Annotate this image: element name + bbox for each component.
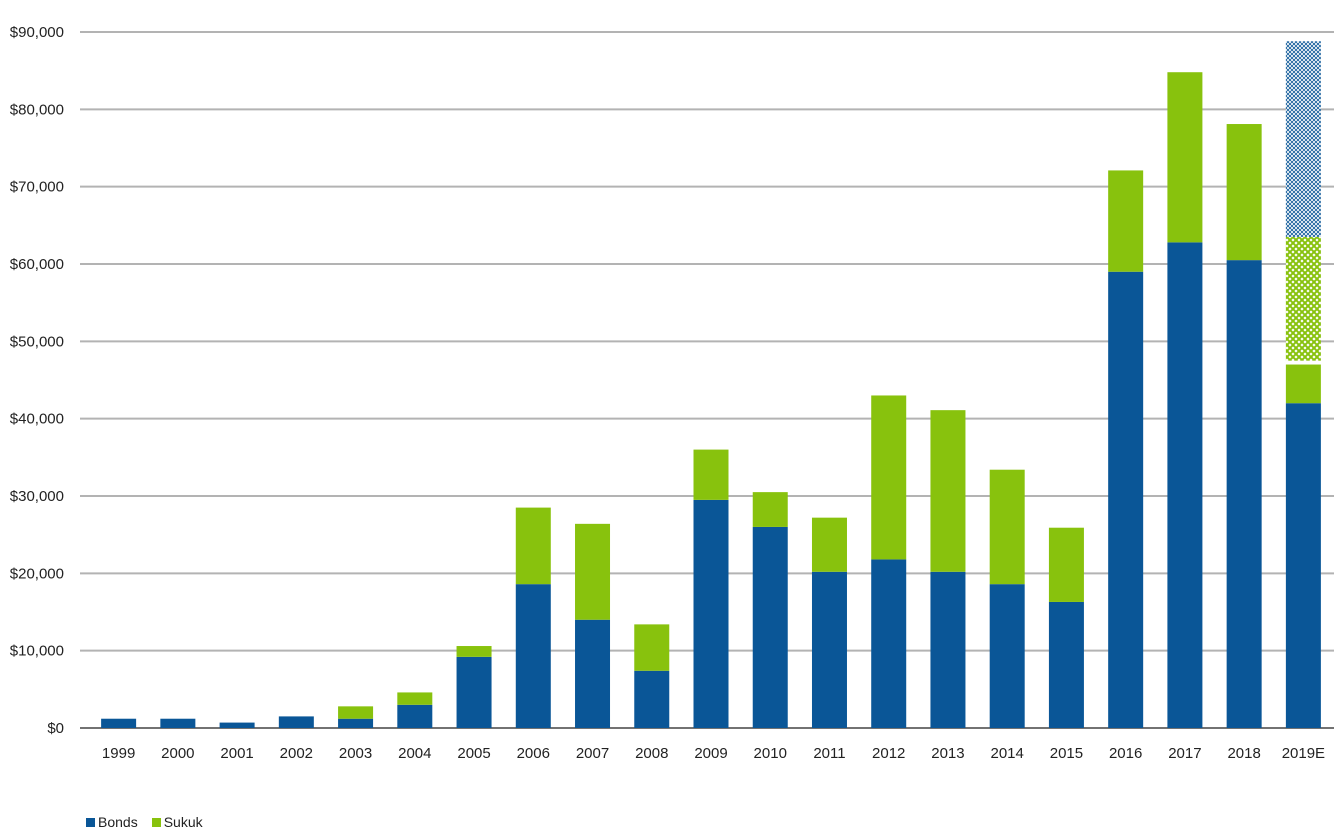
bar-bonds [160,718,196,728]
y-axis-tick-labels: $0 $10,000 $20,000 $30,000 $40,000 $50,000 $60… [10,24,64,737]
bar-bonds [1226,260,1262,728]
y-tick-label: $50,000 [10,333,64,350]
bar-bonds [871,559,907,728]
x-tick-label: 1999 [102,745,135,762]
y-tick-label: $70,000 [10,179,64,196]
x-tick-label: 2019E [1282,745,1325,762]
legend-label-sukuk: Sukuk [163,814,203,830]
legend-swatch-sukuk [151,817,161,827]
bar-bonds [752,526,788,728]
x-tick-label: 2001 [220,745,253,762]
bar-sukuk [1285,364,1321,404]
bar-sukuk [575,523,611,620]
bar-sukuk [693,449,729,500]
bar-bonds [634,670,670,728]
bar-bonds [515,584,551,728]
bar-bonds [575,619,611,728]
bar-bonds [397,704,433,728]
bar-sukuk [811,517,847,572]
legend-item-sukuk: Sukuk [151,814,203,830]
bar-sukuk [1167,72,1203,243]
bar-sukuk [338,706,374,719]
x-tick-label: 2003 [339,745,372,762]
bar-sukuk [930,410,966,572]
x-tick-label: 2009 [694,745,727,762]
bar-sukuk [634,624,670,671]
x-tick-label: 2014 [991,745,1024,762]
bar-sukuk [1048,527,1084,602]
bar-sukuk [397,692,433,705]
legend-swatch-bonds [86,817,95,827]
bar-bonds [456,656,492,728]
x-tick-label: 2013 [931,745,964,762]
x-tick-label: 2006 [517,745,550,762]
bar-bonds [1167,242,1203,728]
bar-sukuk [1226,124,1262,261]
bar-bonds [693,499,729,728]
y-tick-label: $20,000 [10,565,64,582]
gridlines [80,31,1334,729]
bar-bonds [989,584,1025,728]
bar-sukuk [989,469,1025,585]
y-tick-label: $90,000 [10,24,64,41]
bar-bonds [1108,271,1144,728]
bar-bonds [101,718,137,728]
x-tick-label: 2005 [457,745,490,762]
x-tick-label: 2008 [635,745,668,762]
bar-bonds [1048,601,1084,728]
x-tick-label: 2011 [813,745,845,762]
bar-bonds [338,718,374,728]
x-tick-label: 2000 [161,745,194,762]
bar-bonds [811,571,847,728]
bar-sukuk [1108,170,1144,272]
x-tick-label: 2007 [576,745,609,762]
bar-bonds [930,571,966,728]
bar-sukuk [871,395,907,560]
x-tick-label: 2012 [872,745,905,762]
bar-sukuk [515,507,551,585]
y-tick-label: $60,000 [10,256,64,273]
y-tick-label: $10,000 [10,643,64,660]
x-tick-label: 2010 [754,745,787,762]
x-tick-label: 2018 [1227,745,1260,762]
x-tick-label: 2017 [1168,745,1201,762]
bar-estimate-sukuk [1285,236,1321,361]
bar-estimate-bonds [1285,41,1321,237]
bar-sukuk [752,492,788,527]
bar-bonds [219,722,255,728]
x-tick-label: 2015 [1050,745,1083,762]
x-tick-label: 2002 [280,745,313,762]
legend-item-bonds: Bonds [86,814,138,830]
legend-label-bonds: Bonds [98,814,138,830]
bar-bonds [1285,403,1321,728]
y-tick-label: $40,000 [10,411,64,428]
legend: Bonds Sukuk [86,814,203,830]
y-tick-label: $0 [47,720,64,737]
y-tick-label: $80,000 [10,101,64,118]
bars [101,41,1321,728]
bar-sukuk [456,646,492,657]
x-axis-tick-labels: 1999 2000 2001 2002 2003 2004 2005 2006 2007 2008… [102,745,1325,762]
x-tick-label: 2004 [398,745,431,762]
bar-bonds [278,716,314,728]
y-tick-label: $30,000 [10,488,64,505]
x-tick-label: 2016 [1109,745,1142,762]
